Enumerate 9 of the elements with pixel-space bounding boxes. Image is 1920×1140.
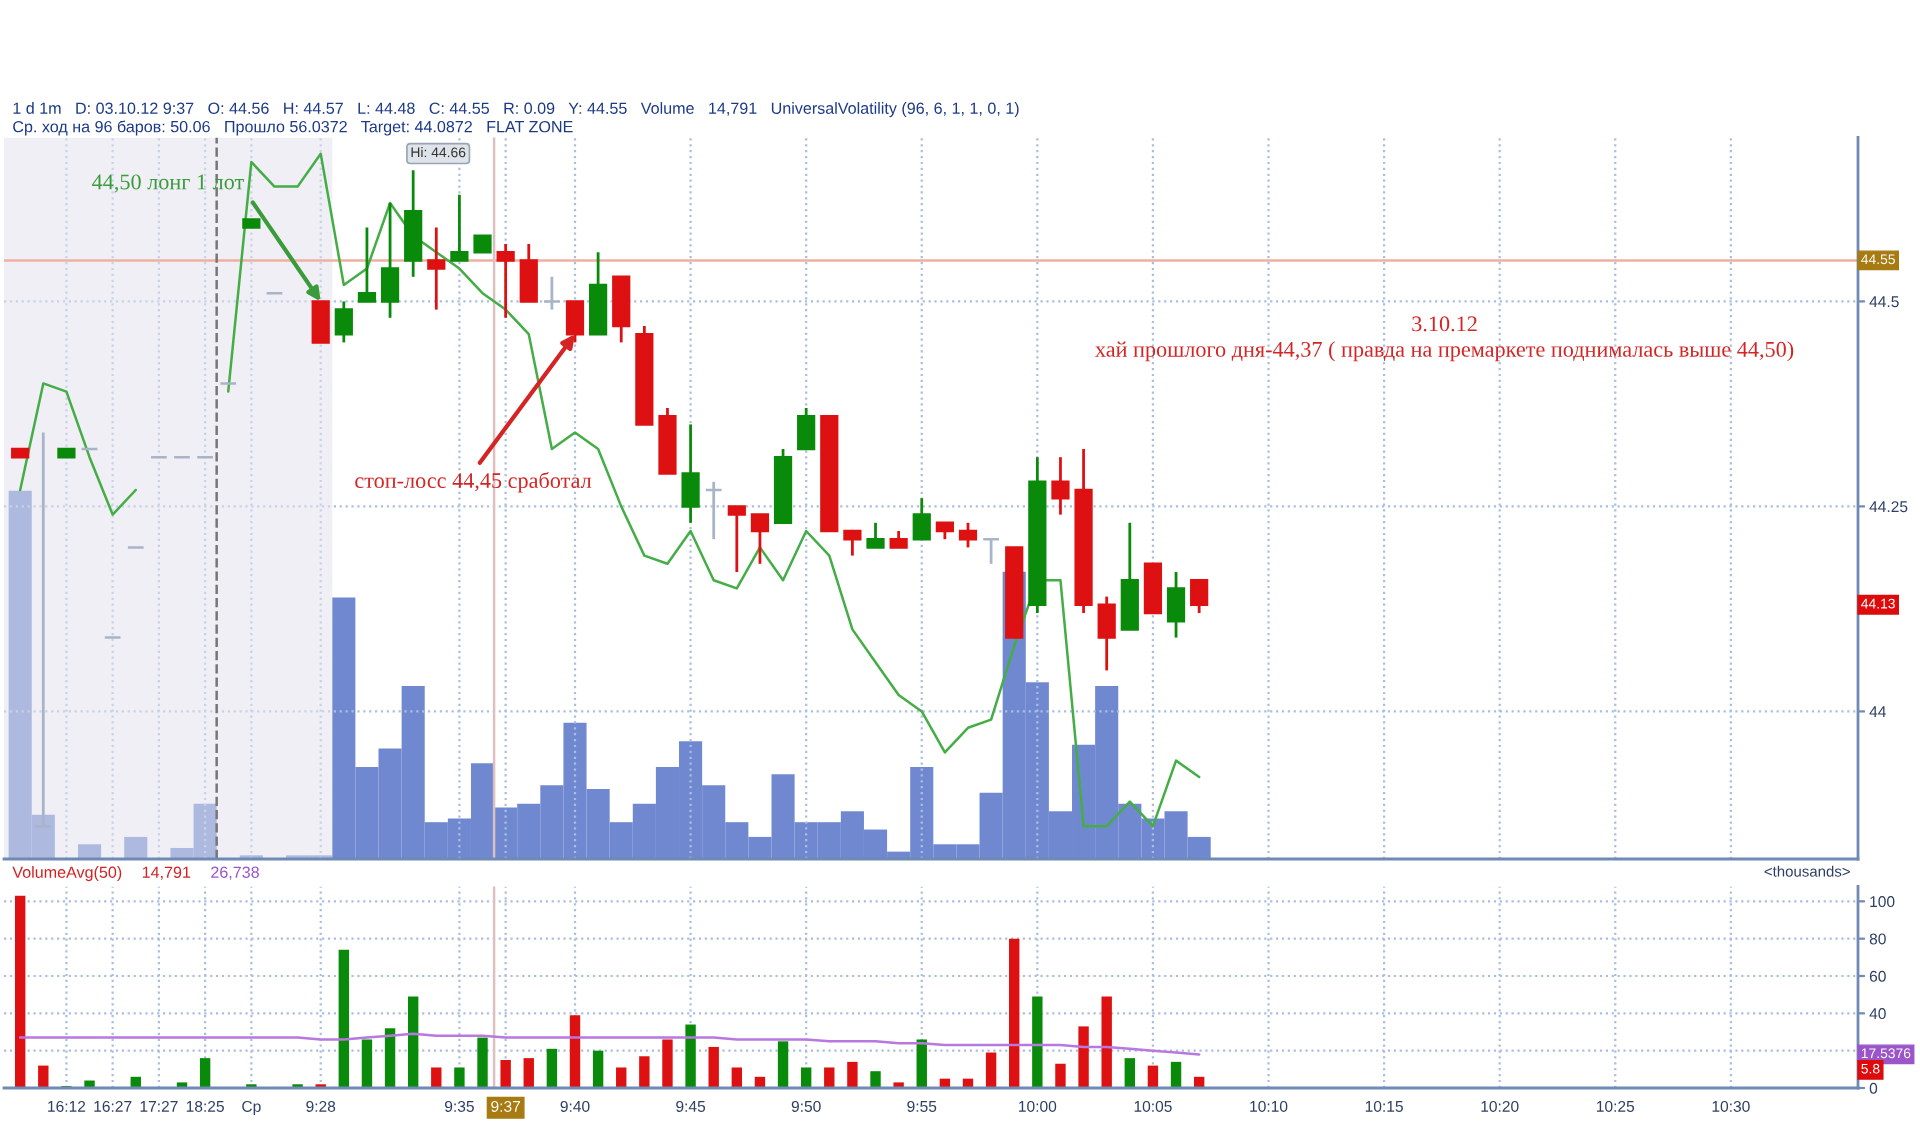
chart-title: VolumeAvg(50): [12, 866, 122, 882]
chart-subtitle: Ср. ход на 96 баров: 50.06 Прошло 56.0372 Target: 44.0872 FLAT ZONE: [13, 120, 573, 136]
annotation: хай прошлого дня-44,37 ( правда на премаркете поднималась выше 44,50): [1095, 341, 1794, 362]
chart-title: 1 d 1m D: 03.10.12 9:37 O: 44.56 H: 44.57 L: 44.48 C: 44.55 R: 0.09 Y: 44.55 Volume 14,791 UniversalVolatility (96, 6, 1, 1, 0, 1): [13, 102, 1019, 118]
annotation: 3.10.12: [1412, 316, 1477, 332]
text: 26,738: [211, 866, 259, 880]
annotation: 44,50 лонг 1 лот: [92, 174, 244, 193]
annotation: стоп-лосс 44,45 сработал: [355, 471, 592, 493]
text: 14,791: [142, 866, 191, 880]
